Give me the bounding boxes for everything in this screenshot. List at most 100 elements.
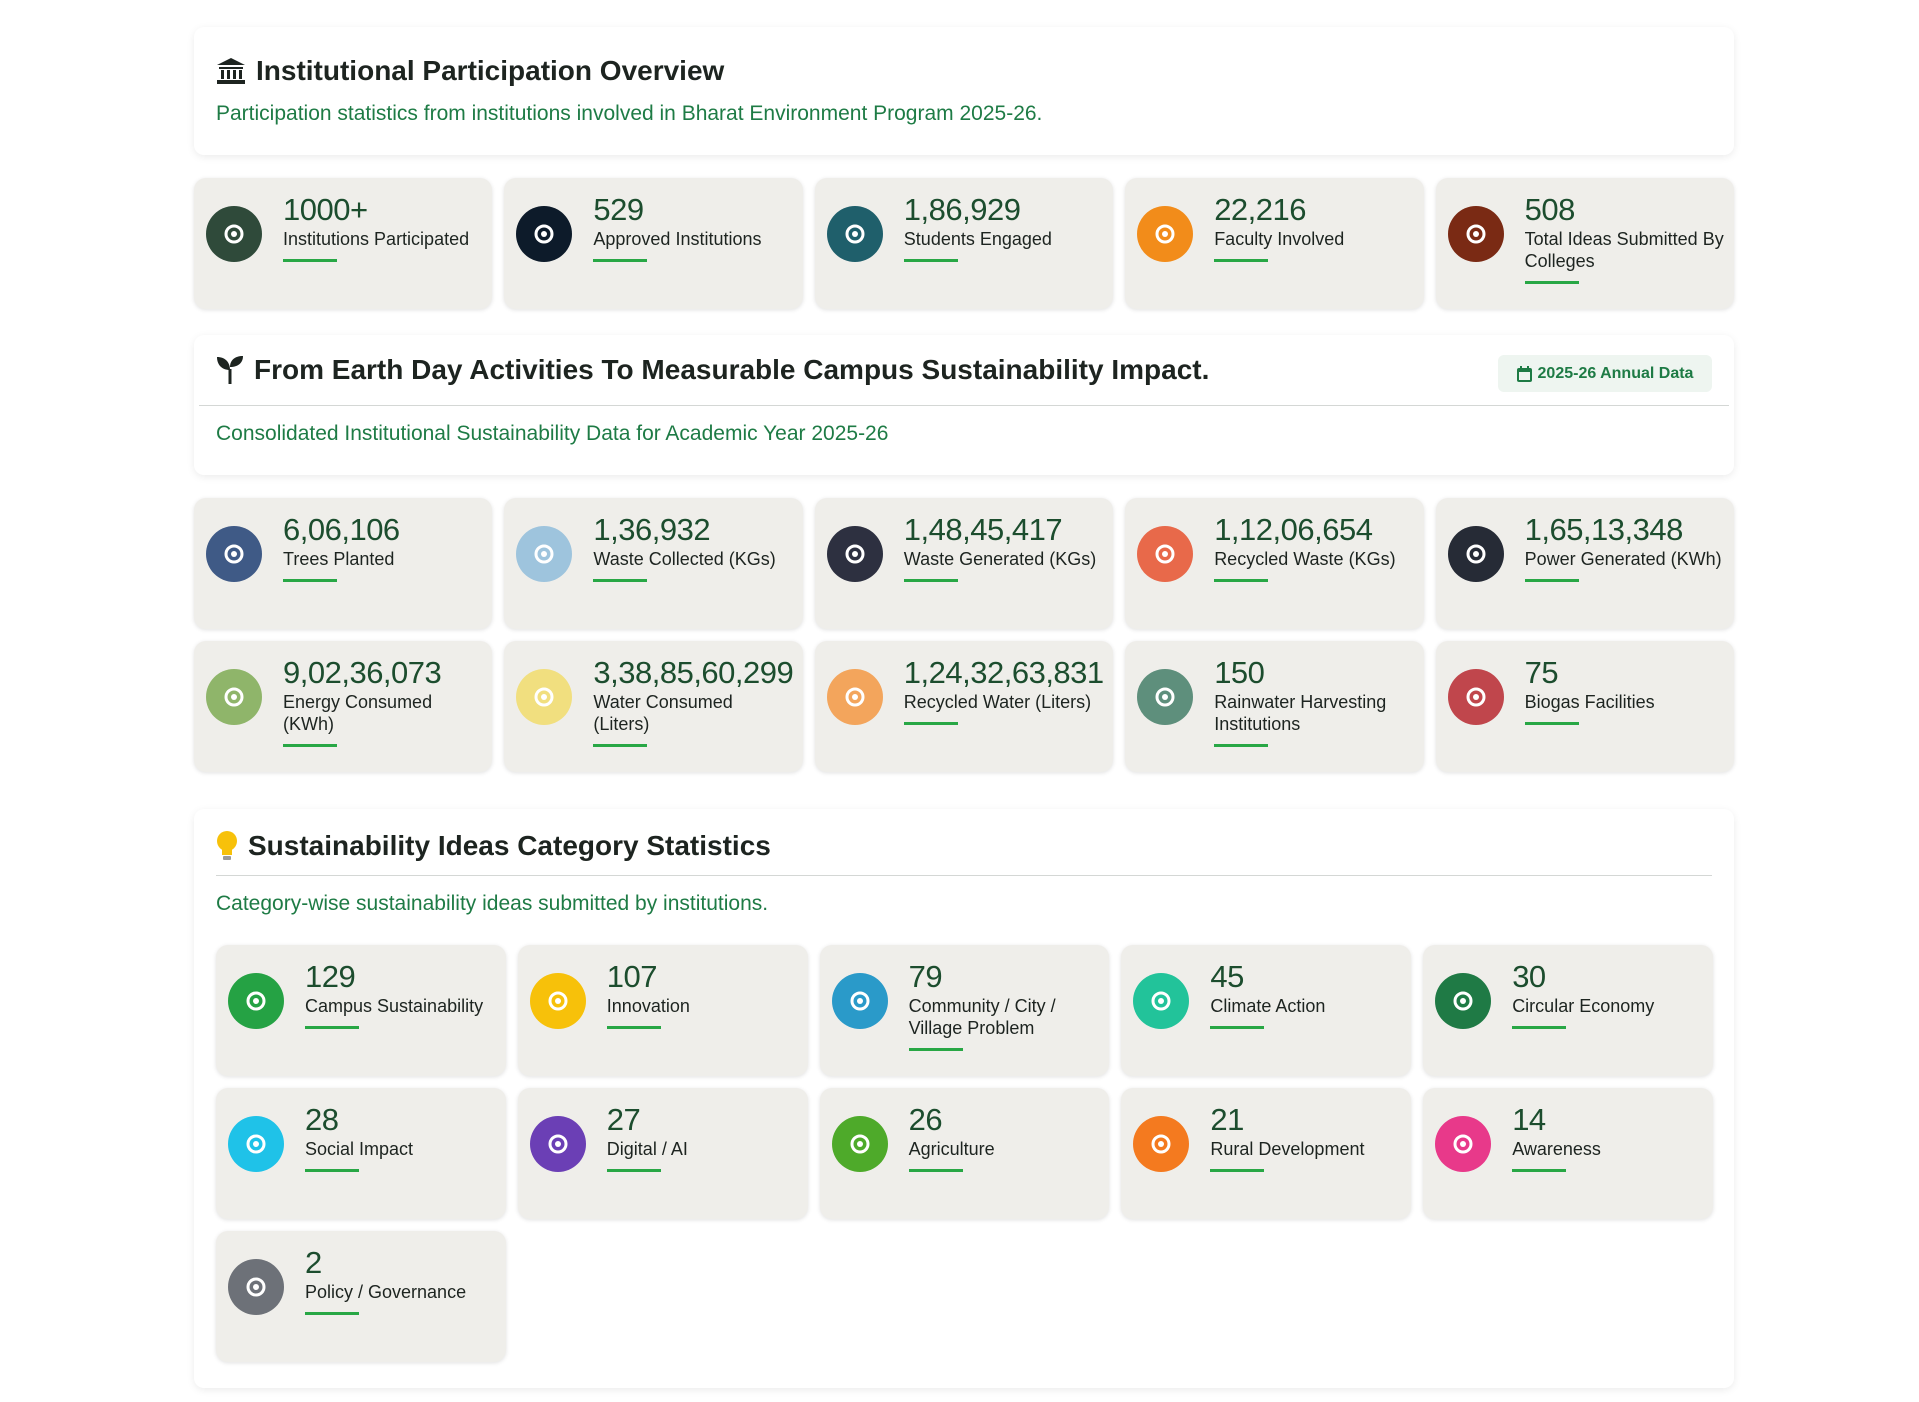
stat-icon [826,526,883,582]
icon-glyph [534,544,554,564]
stat-value: 22,216 [1214,192,1307,227]
stat-card: 21 Rural Development [1121,1088,1412,1219]
icon-glyph [534,224,554,244]
stat-card: 14 Awareness [1423,1088,1713,1219]
stat-card: 529 Approved Institutions [504,178,803,309]
icon-glyph [1151,1134,1171,1154]
icon-glyph [246,1277,266,1297]
stat-icon [206,206,262,262]
stat-label: Energy Consumed (KWh) [283,692,433,734]
accent-bar [1214,259,1269,262]
stat-card: 107 Innovation [517,945,808,1076]
stat-label: Climate Action [1210,996,1326,1016]
stat-text: 28 Social Impact [305,1102,498,1172]
stat-text: 1,36,932 Waste Collected (KGs) [593,512,794,582]
stat-icon [228,973,284,1029]
stat-icon [1447,206,1504,262]
stat-icon [206,669,262,725]
icon-glyph [1453,1134,1473,1154]
stat-value: 45 [1210,959,1244,994]
stat-label: Campus Sustainability [305,996,484,1016]
stat-label: Agriculture [908,1139,995,1159]
section-heading: Sustainability Ideas Category Statistics [216,830,771,862]
stat-value: 1,48,45,417 [903,512,1063,547]
icon-glyph [224,544,244,564]
stat-value: 75 [1524,655,1559,690]
stat-icon [516,526,573,582]
icon-glyph [845,687,865,707]
stat-icon [1133,973,1190,1029]
icon-glyph [1466,687,1486,707]
stat-card: 1,48,45,417 Waste Generated (KGs) [814,498,1114,629]
stat-value: 26 [908,1102,943,1137]
stat-text: 129 Campus Sustainability [305,959,498,1029]
stat-card: 79 Community / City / Village Problem [819,945,1110,1076]
accent-bar [305,1312,359,1315]
stat-icon [1137,526,1194,582]
stat-card: 1,24,32,63,831 Recycled Water (Liters) [814,641,1114,772]
stat-icon [1447,669,1504,725]
stat-value: 6,06,106 [283,512,400,547]
stat-label: Total Ideas Submitted By Colleges [1524,229,1724,271]
stat-label: Trees Planted [283,549,395,569]
section-title: Institutional Participation Overview [256,55,725,86]
stat-label: Faculty Involved [1214,229,1345,249]
ideas-grid: 129 Campus Sustainability 107 Innovation 79 C… [216,945,1713,1362]
stat-card: 3,38,85,60,299 Water Consumed (Liters) [504,641,803,772]
accent-bar [283,744,337,747]
accent-bar [593,259,648,262]
stat-icon [516,206,573,262]
stat-card: 1000+ Institutions Participated [194,178,493,309]
stat-label: Power Generated (KWh) [1524,549,1722,569]
stat-label: Biogas Facilities [1524,692,1655,712]
stat-card: 28 Social Impact [216,1088,506,1219]
accent-bar [283,579,337,582]
icon-glyph [534,687,554,707]
divider [216,875,1712,876]
icon-glyph [1155,687,1175,707]
stat-icon [228,1116,284,1172]
bulb-icon [217,831,237,860]
stat-label: Social Impact [305,1139,414,1159]
accent-bar [1214,744,1269,747]
icon-glyph [845,544,865,564]
stat-label: Community / City / Village Problem [908,996,1056,1038]
icon-glyph [548,991,568,1011]
bank-icon [217,58,245,84]
stat-text: 1,86,929 Students Engaged [903,192,1105,262]
impact-section: From Earth Day Activities To Measurable … [194,335,1734,475]
stat-label: Waste Collected (KGs) [593,549,776,569]
stat-card: 6,06,106 Trees Planted [194,498,493,629]
section-title: Sustainability Ideas Category Statistics [248,830,771,861]
stat-icon [529,1116,586,1172]
stat-label: Approved Institutions [593,229,762,249]
icon-glyph [246,1134,266,1154]
stat-label: Water Consumed (Liters) [593,692,733,734]
stat-label: Students Engaged [903,229,1052,249]
stat-text: 27 Digital / AI [606,1102,800,1172]
accent-bar [1512,1169,1567,1172]
section-subtitle: Participation statistics from institutio… [216,102,1043,125]
stat-value: 3,38,85,60,299 [593,655,794,690]
icon-glyph [1155,544,1175,564]
section-title: From Earth Day Activities To Measurable … [254,354,1210,385]
icon-glyph [246,991,266,1011]
accent-bar [593,744,648,747]
stat-text: 1,12,06,654 Recycled Waste (KGs) [1214,512,1415,582]
stat-text: 14 Awareness [1512,1102,1705,1172]
stat-label: Circular Economy [1512,996,1655,1016]
accent-bar [606,1169,661,1172]
accent-bar [606,1026,661,1029]
section-heading: Institutional Participation Overview [216,55,724,87]
stat-label: Recycled Waste (KGs) [1214,549,1396,569]
accent-bar [1512,1026,1567,1029]
stat-icon [1435,1116,1492,1172]
icon-glyph [224,687,244,707]
stat-label: Innovation [606,996,690,1016]
stat-card: 30 Circular Economy [1423,945,1713,1076]
accent-bar [903,579,958,582]
calendar-icon [1516,365,1532,382]
stat-label: Awareness [1512,1139,1601,1159]
